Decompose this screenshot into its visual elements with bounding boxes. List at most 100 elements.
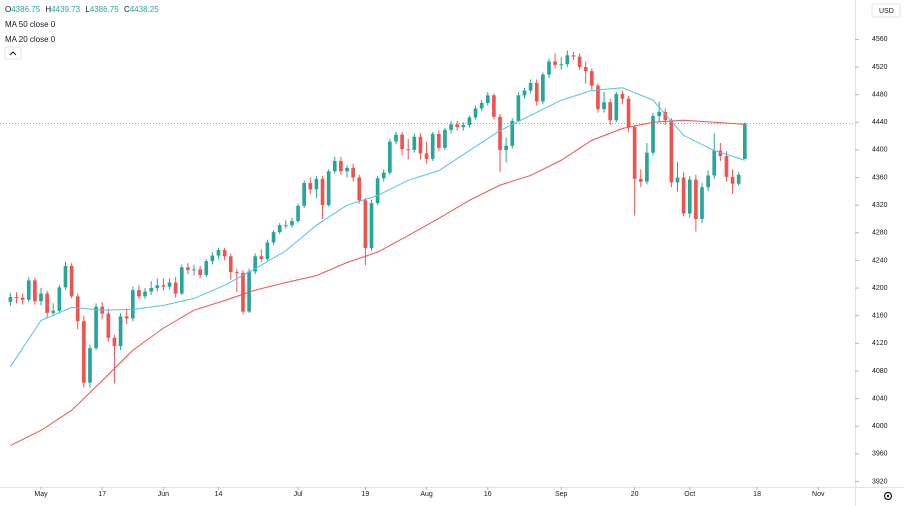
candle-body — [724, 156, 729, 177]
x-tick-label: Oct — [684, 491, 695, 498]
candle-body — [589, 71, 594, 86]
candle-body — [394, 134, 398, 142]
candle-body — [192, 269, 196, 271]
currency-box — [871, 3, 901, 18]
candle-body — [418, 136, 423, 154]
candle-body — [75, 296, 80, 322]
candle-body — [559, 64, 564, 66]
candle-body — [712, 150, 717, 176]
candle-body — [308, 183, 313, 190]
y-tick-label: 4200 — [872, 285, 888, 292]
candle-body — [730, 176, 735, 184]
x-tick-label: 19 — [361, 491, 369, 498]
candle-body — [94, 306, 98, 349]
candle-body — [528, 82, 533, 91]
candle-body — [632, 127, 637, 179]
candle-body — [326, 171, 331, 206]
settings-button[interactable] — [883, 491, 893, 501]
candle-body — [492, 95, 496, 117]
y-tick-label: 4280 — [872, 230, 888, 237]
candle-body — [706, 175, 710, 188]
x-tick-label: 17 — [98, 491, 106, 498]
candle-body — [510, 120, 515, 146]
candle-body — [424, 153, 429, 159]
candle-body — [51, 310, 56, 313]
candle-body — [228, 256, 233, 273]
candle-body — [736, 174, 741, 184]
candle-body — [436, 134, 441, 148]
candle-body — [39, 293, 43, 302]
candle-body — [614, 93, 619, 121]
settings-icon-center — [886, 494, 890, 498]
candle-body — [498, 116, 502, 150]
moving-average-line — [10, 119, 745, 446]
candle-body — [547, 61, 551, 75]
candle-body — [467, 117, 472, 126]
candle-body — [143, 291, 147, 297]
candle-body — [700, 187, 704, 219]
candle-body — [112, 337, 117, 347]
x-tick-label: Nov — [812, 491, 825, 498]
candle-body — [265, 242, 270, 260]
x-tick-label: Sep — [555, 491, 568, 498]
candle-body — [259, 256, 264, 260]
candle-body — [504, 145, 508, 150]
candle-body — [400, 134, 404, 150]
candle-body — [375, 178, 380, 204]
candle-body — [534, 82, 539, 102]
candle-body — [669, 120, 674, 183]
candle-body — [479, 102, 484, 109]
currency-selector[interactable]: USD — [871, 3, 901, 18]
candle-body — [155, 285, 160, 289]
y-tick-label: 4440 — [872, 119, 888, 126]
ohlc-value: 4386.75 — [11, 5, 40, 14]
candle-body — [406, 149, 411, 151]
candle-body — [283, 225, 288, 227]
candle-body — [522, 90, 527, 96]
candle-body — [602, 102, 606, 110]
candle-body — [198, 269, 202, 275]
candle-body — [388, 141, 392, 173]
ohlc-value: 4439.73 — [51, 5, 80, 14]
candle-body — [216, 250, 221, 256]
candle-body — [88, 348, 92, 383]
candle-body — [130, 290, 135, 319]
candle-body — [718, 150, 723, 157]
collapse-icon — [9, 51, 17, 56]
candle-body — [443, 129, 447, 148]
y-tick-label: 4080 — [872, 368, 888, 375]
candle-body — [173, 282, 178, 294]
candle-body — [63, 265, 68, 288]
x-tick-label: Jul — [294, 491, 303, 498]
y-tick-label: 4560 — [872, 36, 888, 43]
candle-body — [222, 250, 227, 257]
candle-body — [253, 256, 258, 272]
candle-body — [320, 178, 325, 206]
candle-body — [204, 261, 209, 275]
candle-body — [363, 200, 368, 248]
candle-body — [430, 134, 435, 159]
candle-body — [20, 297, 25, 300]
y-tick-label: 4120 — [872, 340, 888, 347]
candle-body — [687, 179, 692, 214]
collapse-button[interactable] — [4, 46, 22, 60]
candle-body — [577, 56, 582, 68]
candle-body — [461, 125, 466, 128]
legend-entry: MA 20 close 0 — [5, 35, 56, 44]
x-tick-label: Aug — [420, 491, 433, 498]
candle-body — [137, 290, 141, 297]
candle-body — [339, 160, 343, 172]
candle-body — [332, 160, 337, 172]
candle-body — [541, 74, 545, 102]
y-tick-label: 4040 — [872, 395, 888, 402]
ohlc-value: 4438.25 — [130, 5, 159, 14]
y-tick-label: 4000 — [872, 423, 888, 430]
candle-body — [277, 225, 282, 233]
candle-body — [118, 316, 123, 347]
x-tick-label: May — [34, 491, 48, 498]
x-tick-label: 20 — [631, 491, 639, 498]
y-tick-label: 4240 — [872, 257, 888, 264]
